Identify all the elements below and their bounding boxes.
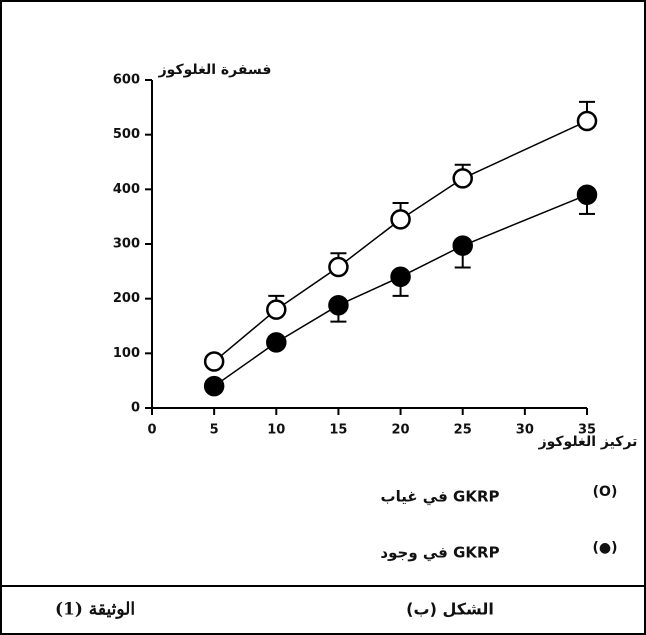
legend-symbol: (●) — [592, 540, 617, 556]
y-tick-label: 500 — [113, 127, 140, 142]
x-tick-label: 0 — [147, 423, 156, 438]
series-line — [213, 194, 588, 387]
x-tick-label: 15 — [329, 423, 347, 438]
data-point — [576, 184, 598, 206]
x-tick-label: 5 — [210, 423, 219, 438]
y-tick-label: 600 — [113, 73, 140, 88]
x-tick-label: 30 — [516, 423, 534, 438]
data-point — [328, 294, 349, 316]
data-point — [266, 299, 287, 320]
x-tick-label: 35 — [578, 423, 596, 438]
x-tick-label: 25 — [454, 423, 472, 438]
figure-label: الشكل (ب) — [406, 600, 494, 619]
y-tick-label: 200 — [113, 291, 140, 306]
x-tick-label: 10 — [267, 423, 285, 438]
data-point — [203, 351, 225, 372]
x-tick-label: 20 — [392, 423, 410, 438]
legend-label: في وجود GKRP — [380, 544, 499, 562]
x-axis-label: تركيز الغلوكوز — [538, 434, 638, 450]
series-line — [213, 120, 588, 363]
y-tick-label: 100 — [113, 346, 140, 361]
data-point — [576, 110, 598, 132]
y-tick-label: 0 — [131, 401, 140, 416]
data-point — [390, 209, 411, 230]
y-axis-label: فسفرة الغلوكوز — [158, 62, 272, 78]
document-label: الوثيقة (1) — [55, 600, 135, 620]
data-point — [452, 168, 473, 189]
data-point — [328, 256, 349, 278]
legend-label: في غياب GKRP — [381, 488, 500, 506]
y-tick-label: 300 — [113, 237, 140, 252]
y-tick-label: 400 — [113, 182, 140, 197]
data-point — [452, 235, 473, 256]
data-point — [203, 375, 225, 397]
data-point — [390, 266, 411, 288]
data-point — [266, 332, 287, 353]
legend-symbol: (O) — [593, 484, 618, 500]
